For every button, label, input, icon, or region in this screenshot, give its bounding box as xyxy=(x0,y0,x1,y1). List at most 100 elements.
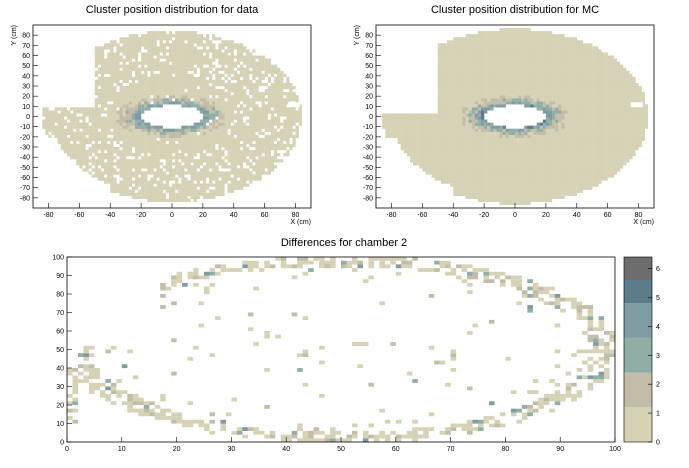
heatmap-cell xyxy=(94,143,99,148)
heatmap-cell xyxy=(481,43,485,47)
heatmap-cell xyxy=(394,131,398,135)
heatmap-cell xyxy=(465,159,469,163)
heatmap-cell xyxy=(110,174,114,178)
heatmap-cell xyxy=(73,153,77,157)
heatmap-cell xyxy=(184,195,188,199)
heatmap-cell xyxy=(277,110,281,114)
heatmap-cell xyxy=(113,137,117,142)
heatmap-cell xyxy=(465,82,469,87)
heatmap-cell xyxy=(447,165,451,169)
heatmap-cell xyxy=(122,150,126,154)
heatmap-cell xyxy=(202,46,207,50)
heatmap-cell xyxy=(406,153,411,157)
heatmap-cell xyxy=(122,104,126,108)
heatmap-cell xyxy=(190,101,194,105)
heatmap-cell xyxy=(178,183,182,187)
heatmap-cell xyxy=(187,134,191,138)
heatmap-cell xyxy=(277,82,281,87)
heatmap-cell xyxy=(502,92,506,96)
heatmap-cell xyxy=(487,55,491,59)
heatmap-cell xyxy=(487,86,491,90)
heatmap-cell xyxy=(542,165,547,169)
heatmap-cell xyxy=(156,171,160,175)
heatmap-cell xyxy=(422,140,426,145)
heatmap-cell xyxy=(128,52,132,56)
heatmap-cell xyxy=(60,107,65,111)
heatmap-cell xyxy=(394,113,398,117)
heatmap-cell xyxy=(465,119,469,123)
heatmap-cell xyxy=(159,92,163,96)
heatmap-cell xyxy=(184,156,188,160)
heatmap-cell xyxy=(100,92,105,96)
heatmap-cell xyxy=(193,140,197,145)
heatmap-cell xyxy=(119,101,123,105)
heatmap-cell xyxy=(224,156,228,160)
heatmap-cell xyxy=(239,153,244,157)
heatmap-cell xyxy=(85,140,89,145)
heatmap-cell xyxy=(144,131,148,135)
heatmap-cell xyxy=(280,147,284,151)
heatmap-cell xyxy=(490,104,494,108)
heatmap-cell xyxy=(116,70,120,74)
heatmap-cell xyxy=(255,122,259,126)
heatmap-cell xyxy=(493,67,497,71)
heatmap-cell xyxy=(181,137,185,142)
heatmap-cell xyxy=(515,147,519,151)
heatmap-cell xyxy=(193,58,197,62)
heatmap-cell xyxy=(524,177,528,181)
heatmap-cell xyxy=(104,58,108,62)
heatmap-cell xyxy=(542,128,547,132)
heatmap-cell xyxy=(465,40,469,44)
heatmap-cell xyxy=(215,171,219,175)
heatmap-cell xyxy=(468,89,472,93)
heatmap-cell xyxy=(422,153,426,157)
heatmap-cell xyxy=(493,86,497,90)
heatmap-cell xyxy=(456,168,460,172)
heatmap-cell xyxy=(502,49,506,53)
heatmap-cell xyxy=(178,61,182,65)
heatmap-cell xyxy=(196,61,200,65)
heatmap-cell xyxy=(524,98,528,102)
heatmap-cell xyxy=(450,174,454,178)
heatmap-cell xyxy=(233,70,238,74)
heatmap-cell xyxy=(453,122,457,126)
heatmap-cell xyxy=(255,73,259,77)
heatmap-cell xyxy=(224,110,228,114)
heatmap-cell xyxy=(150,43,154,47)
heatmap-cell xyxy=(172,186,176,190)
heatmap-cell xyxy=(97,82,102,87)
panel-data-title: Cluster position distribution for data xyxy=(86,4,259,16)
heatmap-cell xyxy=(493,186,497,190)
heatmap-cell xyxy=(527,192,531,196)
heatmap-cell xyxy=(122,116,126,120)
heatmap-cell xyxy=(515,67,519,71)
heatmap-cell xyxy=(518,82,522,87)
heatmap-cell xyxy=(125,40,129,44)
heatmap-cell xyxy=(178,134,182,138)
heatmap-cell xyxy=(141,195,145,199)
heatmap-cell xyxy=(413,153,417,157)
heatmap-cell xyxy=(79,156,83,160)
heatmap-cell xyxy=(128,150,132,154)
heatmap-cell xyxy=(82,156,86,160)
heatmap-cell xyxy=(450,104,454,108)
heatmap-cell xyxy=(187,40,191,44)
heatmap-cell xyxy=(505,55,509,59)
heatmap-cell xyxy=(144,153,148,157)
heatmap-cell xyxy=(159,180,163,184)
heatmap-cell xyxy=(224,171,228,175)
heatmap-cell xyxy=(187,137,191,142)
heatmap-cell xyxy=(474,107,479,111)
heatmap-cell xyxy=(159,147,163,151)
heatmap-cell xyxy=(539,122,543,126)
heatmap-cell xyxy=(496,137,500,142)
heatmap-cell xyxy=(527,43,531,47)
heatmap-cell xyxy=(209,192,213,196)
heatmap-cell xyxy=(493,156,497,160)
heatmap-cell xyxy=(162,192,166,196)
heatmap-cell xyxy=(428,153,432,157)
heatmap-cell xyxy=(243,134,247,138)
heatmap-cell xyxy=(122,134,126,138)
heatmap-cell xyxy=(141,177,145,181)
heatmap-cell xyxy=(181,49,185,53)
